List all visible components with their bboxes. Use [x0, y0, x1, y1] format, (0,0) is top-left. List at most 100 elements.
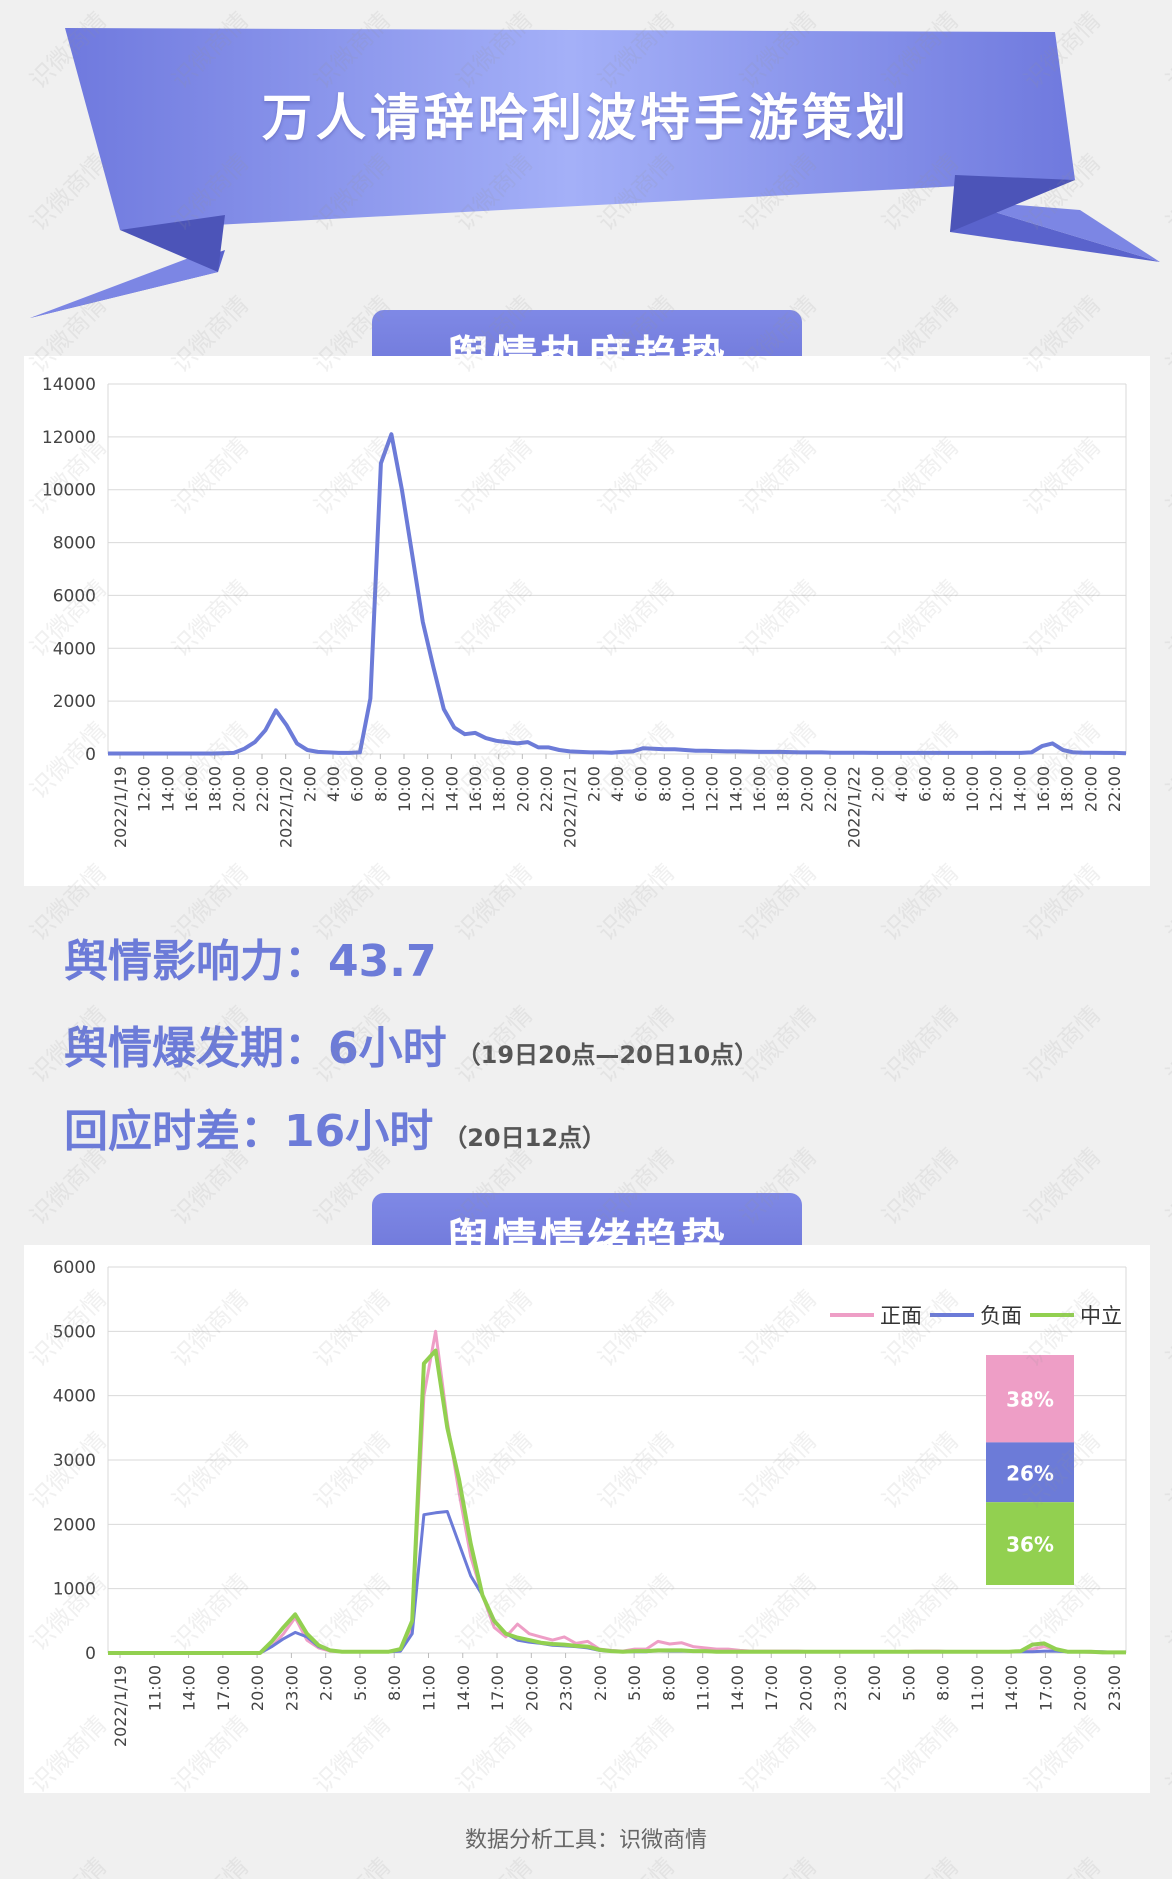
x-tick-label: 6:00	[632, 766, 651, 802]
x-tick-label: 20:00	[522, 1665, 541, 1711]
x-tick-label: 16:00	[1034, 766, 1053, 812]
x-tick-label: 4:00	[892, 766, 911, 802]
y-tick-label: 8000	[53, 534, 96, 554]
emotion-trend-chart: 0 1000 2000 3000 4000 5000 6000 2022/1/19 11:00 1…	[53, 1258, 1127, 1747]
x-tick-label: 17:00	[762, 1665, 781, 1711]
x-tick-label: 2022/1/20	[277, 766, 296, 848]
heat-series-line	[108, 432, 1127, 756]
watermark-text: 识微商情	[876, 1143, 964, 1231]
influence-text: 舆情影响力：43.7	[64, 936, 437, 987]
x-tick-label: 12:00	[135, 766, 154, 812]
x-tick-label: 12:00	[419, 766, 438, 812]
x-tick-label: 22:00	[253, 766, 272, 812]
x-tick-label: 8:00	[939, 766, 958, 802]
watermark-text: 识微商情	[1160, 1427, 1172, 1515]
watermark-text: 识微商情	[1160, 433, 1172, 521]
share-bar-label: 36%	[1006, 1533, 1054, 1557]
watermark-text: 识微商情	[1160, 1001, 1172, 1089]
x-tick-label: 2022/1/22	[845, 766, 864, 848]
x-tick-label: 17:00	[214, 1665, 233, 1711]
ribbon-body	[65, 28, 1075, 230]
heat-chart-panel: 0 2000 4000 6000 8000 10000 12000 14000 2022/1/1…	[24, 356, 1150, 886]
y-tick-label: 1000	[53, 1580, 96, 1600]
watermark-text: 识微商情	[876, 1001, 964, 1089]
watermark-text: 识微商情	[1160, 1285, 1172, 1373]
x-tick-label: 14:00	[180, 1665, 199, 1711]
watermark-text: 识微商情	[1018, 1001, 1106, 1089]
x-tick-label: 20:00	[248, 1665, 267, 1711]
x-tick-label: 20:00	[797, 1665, 816, 1711]
x-tick-label: 16:00	[750, 766, 769, 812]
x-tick-label: 11:00	[968, 1665, 987, 1711]
x-tick-label: 14:00	[726, 766, 745, 812]
watermark-text: 识微商情	[1160, 575, 1172, 663]
influence-stat: 舆情影响力：43.7	[64, 925, 437, 989]
x-tick-label: 23:00	[282, 1665, 301, 1711]
burst-stat: 舆情爆发期：6小时 （19日20点—20日10点）	[64, 1012, 758, 1076]
y-tick-label: 6000	[53, 586, 96, 606]
x-tick-label: 22:00	[537, 766, 556, 812]
watermark-text: 识微商情	[1160, 1569, 1172, 1657]
legend-label: 正面	[880, 1304, 922, 1328]
y-tick-label: 5000	[53, 1322, 96, 1342]
x-tick-label: 10:00	[395, 766, 414, 812]
x-tick-label: 20:00	[1081, 766, 1100, 812]
watermark-text: 识微商情	[592, 1853, 680, 1879]
x-tick-label: 20:00	[797, 766, 816, 812]
x-tick-label: 11:00	[145, 1665, 164, 1711]
y-tick-label: 4000	[53, 639, 96, 659]
burst-note: （19日20点—20日10点）	[456, 1041, 759, 1069]
x-tick-label: 8:00	[371, 766, 390, 802]
heat-trend-chart: 0 2000 4000 6000 8000 10000 12000 14000 2022/1/1…	[42, 375, 1127, 848]
series-line-中立	[108, 1348, 1126, 1655]
ribbon-right-tail	[950, 200, 1160, 262]
legend-label: 中立	[1080, 1304, 1122, 1328]
watermark-text: 识微商情	[24, 1853, 112, 1879]
x-tick-label: 2:00	[317, 1665, 336, 1701]
x-tick-label: 8:00	[655, 766, 674, 802]
watermark-text: 识微商情	[1018, 1853, 1106, 1879]
share-bar-segment	[986, 1502, 1074, 1585]
share-bar-segment	[986, 1442, 1074, 1503]
share-bar-label: 38%	[1006, 1388, 1054, 1412]
x-tick-label: 2022/1/21	[561, 766, 580, 848]
share-bar-segment	[986, 1355, 1074, 1443]
x-tick-label: 2022/1/19	[111, 766, 130, 848]
y-tick-label: 10000	[42, 481, 96, 501]
x-tick-label: 10:00	[963, 766, 982, 812]
x-tick-label: 12:00	[987, 766, 1006, 812]
share-bar-label: 26%	[1006, 1461, 1054, 1485]
x-tick-label: 5:00	[899, 1665, 918, 1701]
response-stat: 回应时差：16小时 （20日12点）	[64, 1095, 606, 1159]
y-tick-label: 2000	[53, 692, 96, 712]
x-tick-label: 11:00	[694, 1665, 713, 1711]
x-tick-label: 20:00	[1071, 1665, 1090, 1711]
response-text: 回应时差：16小时	[64, 1106, 434, 1157]
watermark-text: 识微商情	[734, 1853, 822, 1879]
x-tick-label: 14:00	[454, 1665, 473, 1711]
x-tick-label: 18:00	[1058, 766, 1077, 812]
series-line-正面	[108, 1329, 1126, 1655]
y-tick-label: 2000	[53, 1515, 96, 1535]
legend-label: 负面	[980, 1304, 1022, 1328]
x-tick-label: 2:00	[591, 1665, 610, 1701]
x-tick-label: 14:00	[158, 766, 177, 812]
watermark-text: 识微商情	[1160, 717, 1172, 805]
y-tick-label: 0	[85, 745, 96, 765]
y-tick-label: 3000	[53, 1451, 96, 1471]
x-tick-label: 10:00	[679, 766, 698, 812]
x-tick-label: 4:00	[608, 766, 627, 802]
watermark-text: 识微商情	[1160, 859, 1172, 947]
x-tick-label: 17:00	[1036, 1665, 1055, 1711]
x-tick-label: 6:00	[916, 766, 935, 802]
x-tick-label: 18:00	[774, 766, 793, 812]
x-tick-label: 5:00	[351, 1665, 370, 1701]
y-tick-label: 4000	[53, 1387, 96, 1407]
x-tick-label: 22:00	[1105, 766, 1124, 812]
y-tick-label: 12000	[42, 428, 96, 448]
x-tick-label: 16:00	[182, 766, 201, 812]
watermark-text: 识微商情	[1160, 1853, 1172, 1879]
footer-credit: 数据分析工具：识微商情	[464, 1828, 707, 1853]
y-tick-label: 6000	[53, 1258, 96, 1278]
watermark-text: 识微商情	[1160, 1143, 1172, 1231]
